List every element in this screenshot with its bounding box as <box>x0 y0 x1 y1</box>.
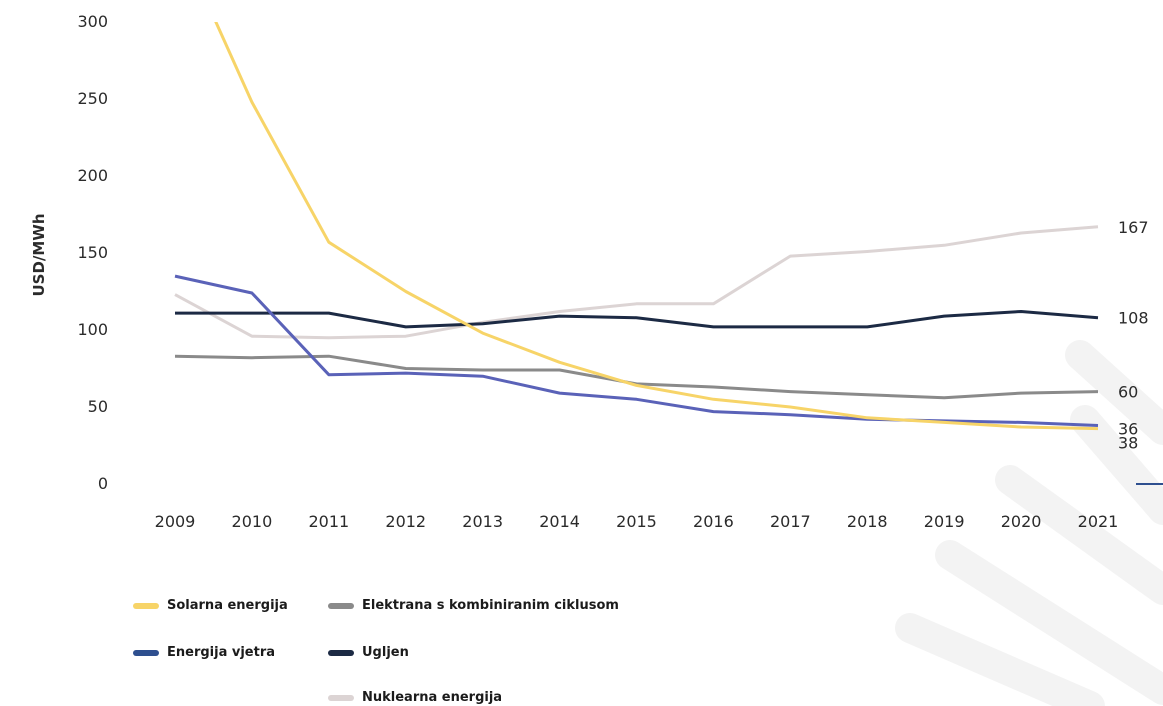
x-tick-label: 2010 <box>232 512 273 531</box>
legend-swatch-combined-cycle <box>328 602 354 609</box>
x-tick-label: 2016 <box>693 512 734 531</box>
x-tick-label: 2015 <box>616 512 657 531</box>
legend-swatch-wind <box>133 649 159 656</box>
y-tick-label: 250 <box>77 89 108 108</box>
background-decoration <box>895 340 1163 706</box>
x-tick-label: 2009 <box>155 512 196 531</box>
legend-item-wind: Energija vjetra <box>133 645 275 660</box>
x-tick-label: 2014 <box>539 512 580 531</box>
end-label: 167 <box>1118 218 1149 237</box>
x-tick-label: 2013 <box>462 512 503 531</box>
series-line-nuklearna-energija <box>174 225 1099 340</box>
x-tick-label: 2017 <box>770 512 811 531</box>
y-tick-labels: 0 50 100 150 200 250 300 <box>77 12 108 493</box>
legend-item-solar: Solarna energija <box>133 598 288 613</box>
x-tick-label: 2018 <box>847 512 888 531</box>
legend-swatch-solar <box>133 602 159 609</box>
x-tick-label: 2019 <box>924 512 965 531</box>
legend-item-nuclear: Nuklearna energija <box>328 690 502 705</box>
legend-label-combined-cycle: Elektrana s kombiniranim ciklusom <box>362 598 619 613</box>
y-tick-label: 0 <box>98 474 108 493</box>
x-tick-label: 2020 <box>1001 512 1042 531</box>
legend-swatch-nuclear <box>328 694 354 701</box>
series-line-energija-vjetra <box>174 274 1099 427</box>
legend-label-solar: Solarna energija <box>167 598 288 613</box>
series-lines <box>174 22 1099 431</box>
end-label: 36 <box>1118 420 1138 439</box>
series-line-ugljen <box>175 310 1099 329</box>
end-label: 60 <box>1118 383 1138 402</box>
y-tick-label: 50 <box>88 397 108 416</box>
legend-item-coal: Ugljen <box>328 645 409 660</box>
legend-label-nuclear: Nuklearna energija <box>362 690 503 705</box>
x-tick-label: 2021 <box>1078 512 1119 531</box>
legend-swatch-coal <box>328 649 354 656</box>
legend-label-wind: Energija vjetra <box>167 645 276 660</box>
end-label: 108 <box>1118 309 1149 328</box>
x-tick-label: 2011 <box>308 512 349 531</box>
end-label: 38 <box>1118 434 1138 453</box>
legend-item-combined-cycle: Elektrana s kombiniranim ciklusom <box>328 598 619 613</box>
y-tick-label: 150 <box>77 243 108 262</box>
y-tick-label: 300 <box>77 12 108 31</box>
series-line-solarna-energija <box>214 22 1099 431</box>
x-tick-labels: 2009 2010 2011 2012 2013 2014 2015 2016 2017 2018… <box>155 512 1119 531</box>
end-labels: 36 60 38 108 167 <box>1118 218 1149 453</box>
y-tick-label: 200 <box>77 166 108 185</box>
x-tick-label: 2012 <box>385 512 426 531</box>
series-line-elektrana-s-kombiniranim-ciklusom <box>174 354 1099 400</box>
y-tick-label: 100 <box>77 320 108 339</box>
legend-label-coal: Ugljen <box>362 645 409 660</box>
y-axis-label: USD/MWh <box>30 213 48 296</box>
